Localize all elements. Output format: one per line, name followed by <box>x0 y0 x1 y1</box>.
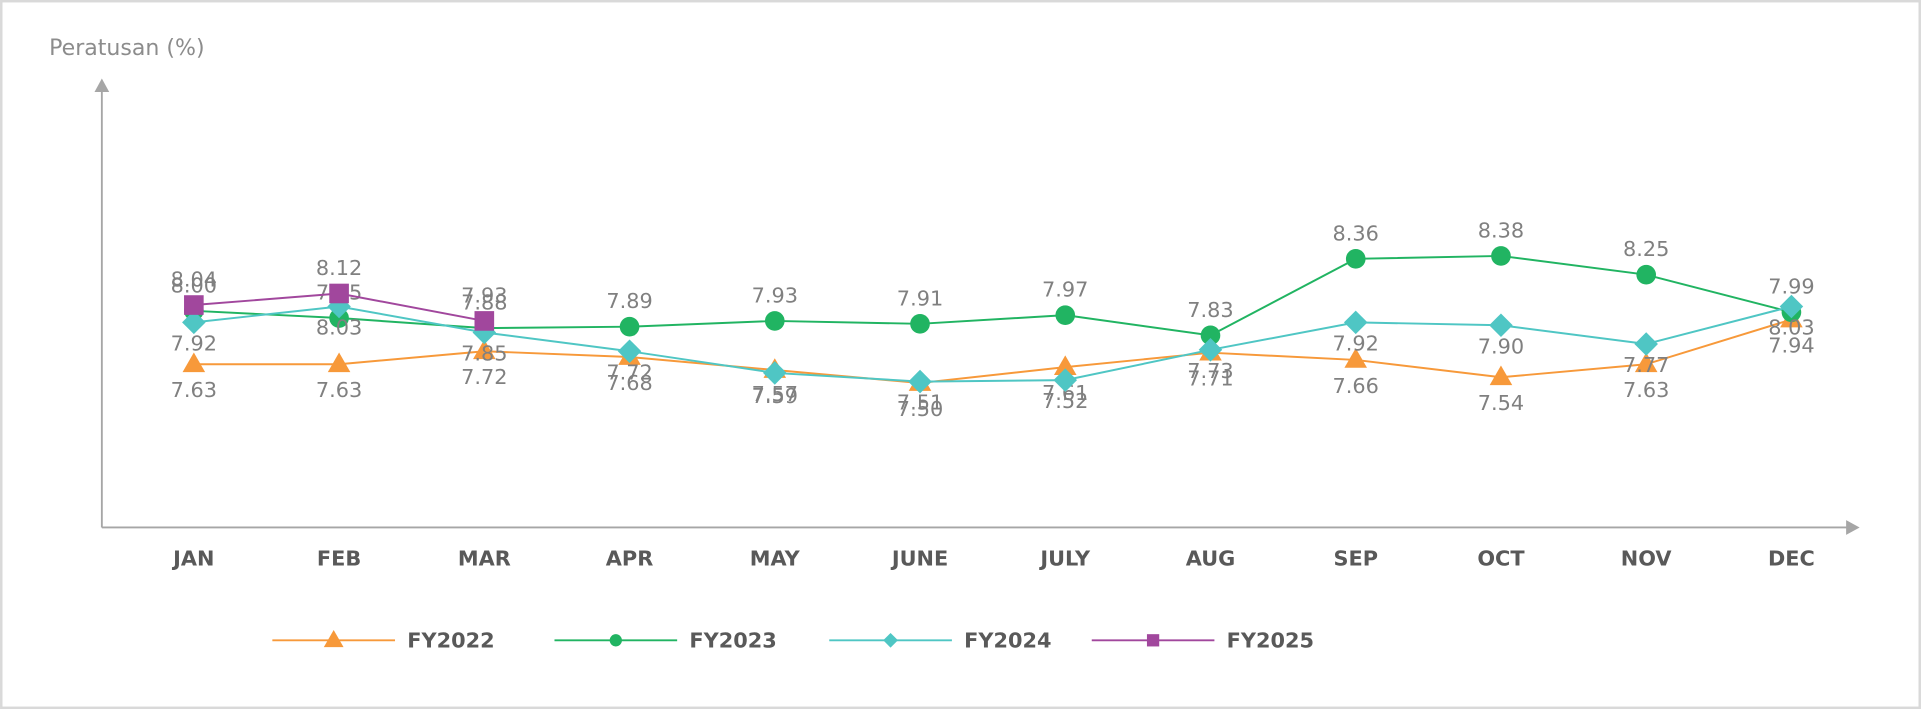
x-tick-label: OCT <box>1477 546 1525 570</box>
data-label: 7.88 <box>461 291 507 315</box>
data-label: 7.66 <box>1333 374 1379 398</box>
marker <box>617 339 642 364</box>
data-label: 8.03 <box>316 316 362 340</box>
marker <box>472 320 497 345</box>
data-label: 8.04 <box>171 268 217 292</box>
data-label: 7.59 <box>752 384 798 408</box>
x-tick-label: JULY <box>1038 546 1091 570</box>
marker <box>1634 332 1658 356</box>
marker <box>1636 264 1657 285</box>
data-label: 7.68 <box>606 371 652 395</box>
data-label: 7.94 <box>1768 333 1814 357</box>
x-tick-label: JAN <box>171 546 214 570</box>
marker <box>327 352 351 373</box>
data-label: 7.52 <box>1042 389 1088 413</box>
data-label: 7.73 <box>1187 359 1233 383</box>
data-label: 8.25 <box>1623 237 1669 261</box>
data-label: 8.36 <box>1333 221 1379 245</box>
marker <box>619 316 640 337</box>
x-tick-label: AUG <box>1186 546 1236 570</box>
data-label: 7.93 <box>752 283 798 307</box>
data-label: 7.57 <box>752 382 798 406</box>
marker <box>609 634 622 647</box>
data-label: 7.97 <box>1042 278 1088 302</box>
data-label: 8.12 <box>316 256 362 280</box>
marker <box>473 339 496 360</box>
data-label: 8.03 <box>1768 316 1814 340</box>
data-label: 7.77 <box>1623 353 1669 377</box>
data-label: 7.83 <box>1187 298 1233 322</box>
marker <box>1200 325 1221 346</box>
legend-label: FY2023 <box>689 629 776 653</box>
data-label: 7.51 <box>897 391 943 415</box>
legend-label: FY2024 <box>964 629 1051 653</box>
marker <box>1345 249 1366 269</box>
marker <box>1489 365 1513 386</box>
marker <box>883 632 898 648</box>
y-axis-arrow <box>94 78 110 92</box>
data-label: 8.38 <box>1478 218 1524 242</box>
marker <box>908 369 932 394</box>
marker <box>763 361 787 385</box>
marker <box>1146 634 1160 647</box>
marker <box>1489 313 1513 338</box>
series-line <box>193 305 1792 383</box>
marker <box>1634 352 1658 373</box>
data-label: 7.92 <box>171 331 217 355</box>
marker <box>1198 338 1223 362</box>
legend-label: FY2025 <box>1227 629 1314 653</box>
marker <box>1491 246 1511 266</box>
data-label: 7.90 <box>1478 334 1524 358</box>
data-label: 7.92 <box>1333 331 1379 355</box>
data-label: 7.63 <box>316 378 362 402</box>
data-label: 7.72 <box>606 360 652 384</box>
x-tick-label: JUNE <box>890 546 948 570</box>
marker <box>1055 305 1076 325</box>
x-tick-label: MAY <box>750 546 801 570</box>
marker <box>910 314 930 334</box>
marker <box>184 295 204 315</box>
x-tick-label: NOV <box>1621 546 1673 570</box>
marker <box>1344 348 1368 368</box>
marker <box>1053 355 1077 375</box>
marker <box>329 283 349 304</box>
series-line <box>193 318 1792 385</box>
data-label: 7.72 <box>461 365 507 389</box>
x-tick-label: APR <box>606 546 653 570</box>
data-label: 7.93 <box>461 283 507 307</box>
data-label: 7.71 <box>1187 367 1233 391</box>
x-tick-label: MAR <box>458 546 511 570</box>
marker <box>474 311 495 331</box>
x-tick-label: SEP <box>1333 546 1378 570</box>
x-tick-label: DEC <box>1768 546 1815 570</box>
x-tick-label: FEB <box>317 546 361 570</box>
marker <box>764 311 785 331</box>
data-label: 7.50 <box>897 397 943 421</box>
x-axis-arrow <box>1846 520 1860 535</box>
data-label: 7.54 <box>1478 391 1524 415</box>
data-label: 8.00 <box>171 273 217 297</box>
data-label: 7.89 <box>606 289 652 313</box>
data-label: 7.91 <box>897 286 943 310</box>
data-label: 7.63 <box>171 378 217 402</box>
legend-label: FY2022 <box>407 629 494 653</box>
series-line <box>193 254 1792 337</box>
data-label: 7.85 <box>461 342 507 366</box>
axis-title: Peratusan (%) <box>49 36 205 61</box>
marker <box>182 352 206 373</box>
data-label: 7.63 <box>1623 378 1669 402</box>
marker <box>323 630 344 648</box>
